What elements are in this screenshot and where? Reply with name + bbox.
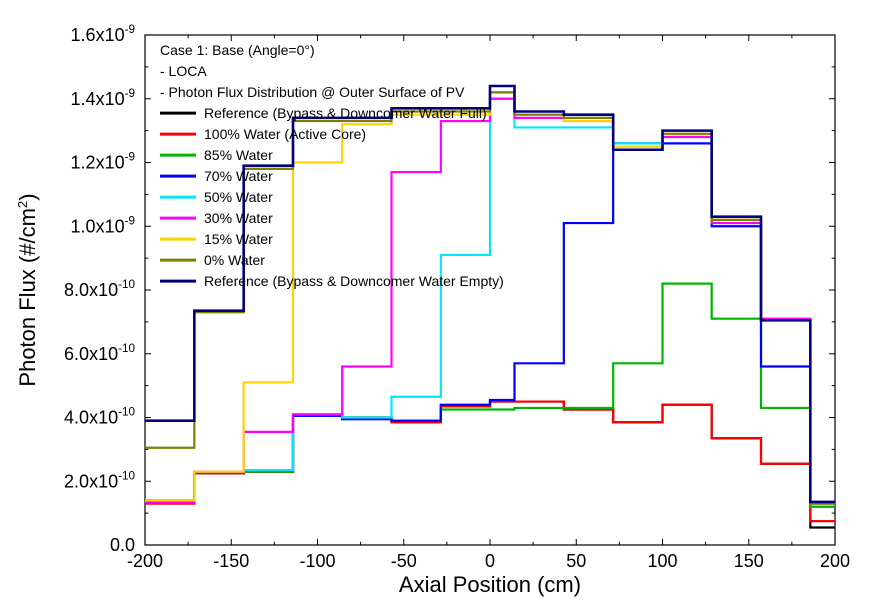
svg-text:200: 200: [820, 551, 850, 571]
svg-text:50: 50: [566, 551, 586, 571]
svg-text:0.0: 0.0: [110, 535, 135, 555]
svg-text:Case 1: Base (Angle=0°): Case 1: Base (Angle=0°): [160, 42, 315, 58]
svg-text:0: 0: [485, 551, 495, 571]
chart-svg: -200-150-100-500501001502000.02.0x10-104…: [0, 0, 870, 607]
svg-text:30% Water: 30% Water: [204, 210, 273, 226]
svg-text:100: 100: [647, 551, 677, 571]
svg-text:-50: -50: [391, 551, 417, 571]
svg-text:0% Water: 0% Water: [204, 252, 265, 268]
svg-text:Photon Flux (#/cm2): Photon Flux (#/cm2): [15, 193, 40, 386]
svg-text:15% Water: 15% Water: [204, 231, 273, 247]
svg-text:70% Water: 70% Water: [204, 168, 273, 184]
svg-text:85% Water: 85% Water: [204, 147, 273, 163]
photon-flux-chart: -200-150-100-500501001502000.02.0x10-104…: [0, 0, 870, 607]
svg-text:-150: -150: [213, 551, 249, 571]
svg-text:Reference (Bypass & Downcomer: Reference (Bypass & Downcomer Water Empt…: [204, 273, 504, 289]
svg-text:- LOCA: - LOCA: [160, 63, 207, 79]
svg-text:100% Water (Active Core): 100% Water (Active Core): [204, 126, 366, 142]
svg-text:-100: -100: [299, 551, 335, 571]
svg-text:50% Water: 50% Water: [204, 189, 273, 205]
svg-text:- Photon Flux Distribution @ O: - Photon Flux Distribution @ Outer Surfa…: [160, 84, 465, 100]
svg-text:Reference (Bypass & Downcomer: Reference (Bypass & Downcomer Water Full…: [204, 105, 487, 121]
svg-text:150: 150: [734, 551, 764, 571]
svg-text:Axial Position (cm): Axial Position (cm): [399, 572, 581, 597]
